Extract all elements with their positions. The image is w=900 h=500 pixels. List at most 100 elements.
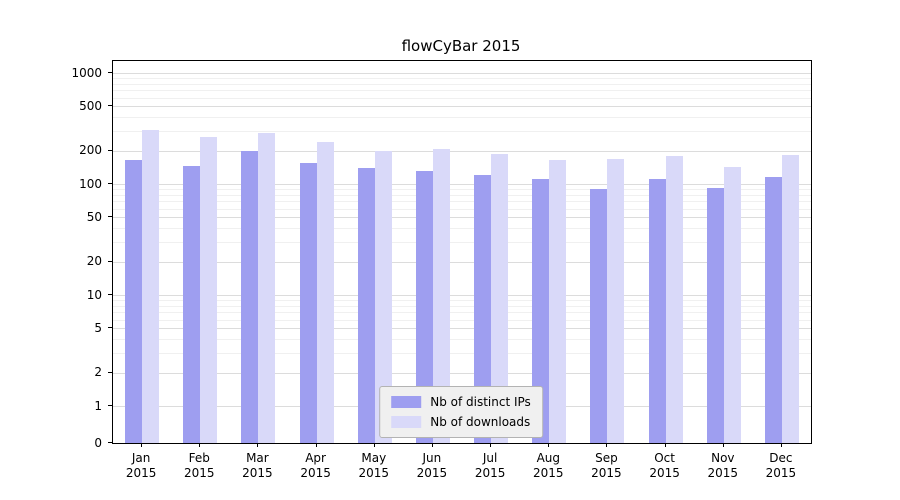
legend-swatch-distinct-ips: [391, 396, 422, 408]
minor-gridline: [113, 339, 811, 341]
minor-gridline: [113, 201, 811, 203]
y-tick-mark: [108, 72, 112, 73]
x-tick-mark: [373, 443, 375, 447]
minor-gridline: [113, 300, 811, 302]
major-gridline: [113, 328, 811, 330]
y-tick-mark: [108, 260, 112, 262]
x-tick-mark: [722, 443, 724, 447]
y-tick-label: 5: [94, 320, 102, 335]
y-tick-label: 50: [86, 209, 102, 224]
y-tick-mark: [108, 183, 112, 184]
x-tick-mark: [664, 443, 666, 447]
x-tick-mark: [431, 443, 433, 447]
plot-area: [112, 60, 812, 444]
y-tick-label: 2: [94, 365, 102, 380]
x-tick-label: Jan 2015: [125, 451, 157, 481]
minor-gridline: [113, 189, 811, 191]
y-tick-mark: [108, 294, 112, 295]
bar-downloads: [200, 137, 218, 443]
bar-distinct-ips: [357, 167, 375, 443]
y-tick-mark: [108, 216, 112, 218]
y-tick-label: 1000: [71, 65, 102, 80]
legend-label-downloads: Nb of downloads: [430, 415, 531, 429]
major-gridline: [113, 217, 811, 219]
x-tick-label: May 2015: [358, 451, 390, 481]
minor-gridline: [113, 131, 811, 132]
y-tick-label: 1: [94, 398, 102, 413]
minor-gridline: [113, 194, 811, 196]
bar-distinct-ips: [183, 166, 201, 443]
minor-gridline: [113, 117, 811, 119]
major-gridline: [113, 150, 811, 152]
y-tick-mark: [108, 371, 112, 373]
minor-gridline: [113, 78, 811, 80]
x-tick-mark: [548, 443, 550, 447]
y-tick-mark: [108, 405, 112, 406]
x-tick-mark: [257, 443, 259, 447]
y-tick-label: 200: [79, 143, 102, 158]
x-tick-label: Sep 2015: [591, 451, 622, 481]
x-tick-label: Jun 2015: [416, 451, 448, 481]
x-tick-label: Nov 2015: [707, 451, 739, 481]
legend-item-downloads: Nb of downloads: [391, 415, 531, 429]
bar-distinct-ips: [706, 188, 724, 443]
x-tick-label: Aug 2015: [533, 451, 564, 481]
legend: Nb of distinct IPs Nb of downloads: [379, 386, 543, 438]
minor-gridline: [113, 353, 811, 354]
y-tick-mark: [108, 105, 112, 107]
x-tick-label: Oct 2015: [649, 451, 680, 481]
bar-distinct-ips: [532, 179, 550, 443]
bar-downloads: [665, 156, 683, 443]
chart-title: flowCyBar 2015: [401, 37, 521, 55]
major-gridline: [113, 106, 811, 108]
major-gridline: [113, 295, 811, 296]
bar-distinct-ips: [125, 159, 143, 443]
x-tick-label: Dec 2015: [765, 451, 797, 481]
minor-gridline: [113, 97, 811, 99]
legend-label-distinct-ips: Nb of distinct IPs: [430, 395, 531, 409]
bar-distinct-ips: [590, 189, 608, 443]
legend-item-distinct-ips: Nb of distinct IPs: [391, 395, 531, 409]
x-tick-mark: [490, 443, 492, 447]
x-tick-label: Jul 2015: [474, 451, 506, 481]
major-gridline: [113, 184, 811, 185]
minor-gridline: [113, 305, 811, 307]
minor-gridline: [113, 83, 811, 85]
bar-downloads: [723, 166, 741, 443]
minor-gridline: [113, 319, 811, 321]
major-gridline: [113, 73, 811, 74]
y-tick-mark: [108, 442, 112, 443]
bar-downloads: [491, 154, 509, 443]
y-tick-mark: [108, 149, 112, 151]
bar-downloads: [607, 159, 625, 443]
bar-downloads: [432, 149, 450, 443]
x-tick-mark: [199, 443, 201, 447]
minor-gridline: [113, 242, 811, 243]
bar-distinct-ips: [764, 177, 782, 443]
x-tick-mark: [141, 443, 143, 447]
bar-distinct-ips: [241, 150, 259, 443]
legend-swatch-downloads: [391, 416, 422, 428]
x-axis: Jan 2015 Feb 2015 Mar 2015 Apr 2015 May 2015 Jun 20…: [112, 443, 810, 493]
y-tick-label: 100: [79, 176, 102, 191]
minor-gridline: [113, 228, 811, 230]
bar-downloads: [374, 151, 392, 443]
bar-downloads: [142, 129, 160, 443]
y-tick-label: 500: [79, 98, 102, 113]
y-tick-label: 20: [86, 254, 102, 269]
bar-distinct-ips: [474, 175, 492, 443]
x-tick-label: Feb 2015: [184, 451, 215, 481]
minor-gridline: [113, 312, 811, 314]
x-tick-mark: [780, 443, 782, 447]
x-tick-mark: [606, 443, 608, 447]
major-gridline: [113, 372, 811, 374]
y-tick-label: 0: [94, 435, 102, 450]
bar-downloads: [258, 132, 276, 443]
bar-distinct-ips: [299, 162, 317, 443]
y-axis: 0 1 2 5 10 20 50 100 200 500 1000: [0, 60, 112, 450]
x-tick-mark: [315, 443, 317, 447]
bar-downloads: [316, 141, 334, 443]
bar-downloads: [781, 154, 799, 443]
y-tick-label: 10: [86, 287, 102, 302]
